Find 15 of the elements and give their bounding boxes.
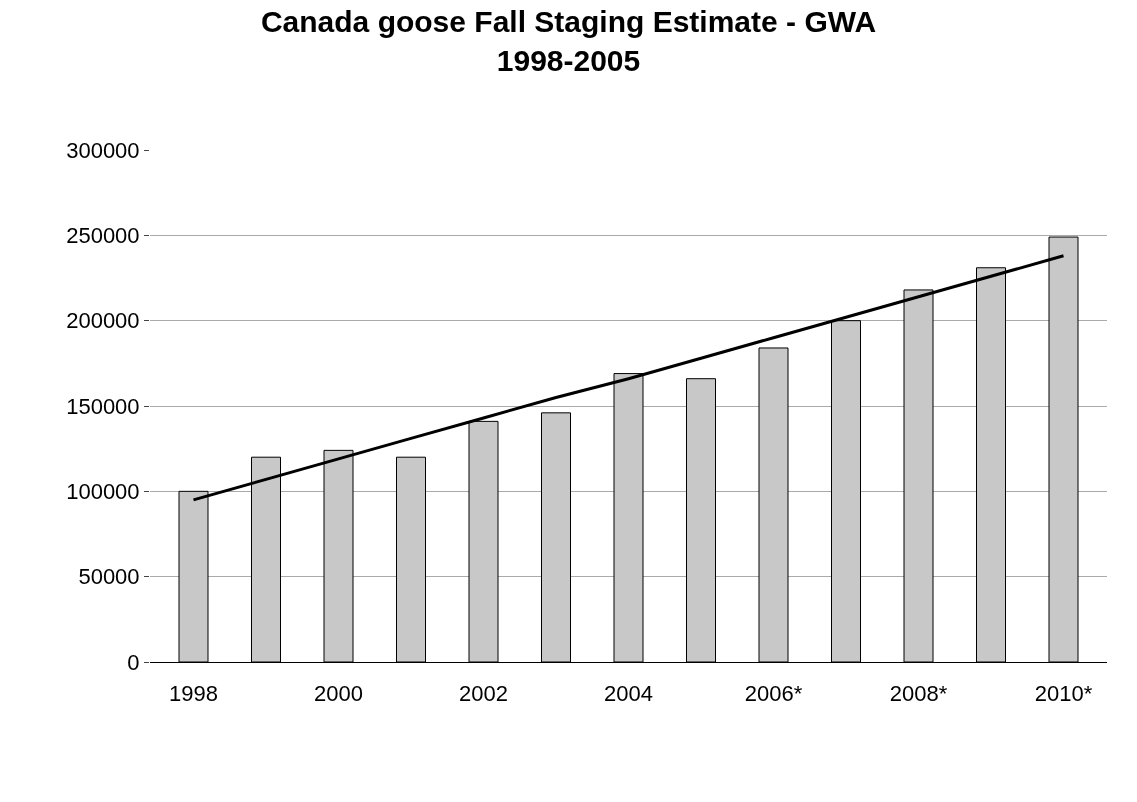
chart-title: Canada goose Fall Staging Estimate - GWA 1998-2005	[260, 5, 877, 78]
y-tick-label: 300000	[66, 137, 140, 163]
x-tick-label: 2004	[604, 681, 653, 707]
x-tick-label: 2006*	[744, 681, 803, 707]
x-tick-label: 2000	[314, 681, 363, 707]
y-tick-label: 200000	[66, 308, 140, 334]
y-tick-label: 50000	[78, 564, 140, 590]
x-tick-label: 1998	[169, 681, 218, 707]
y-tick-label: 0	[127, 649, 140, 675]
y-tick-label: 150000	[66, 393, 140, 419]
y-tick-label: 250000	[66, 223, 140, 249]
y-tick-label: 100000	[66, 479, 140, 505]
x-tick-label: 2008*	[889, 681, 948, 707]
x-tick-label: 2010*	[1034, 681, 1093, 707]
x-tick-label: 2002	[459, 681, 508, 707]
